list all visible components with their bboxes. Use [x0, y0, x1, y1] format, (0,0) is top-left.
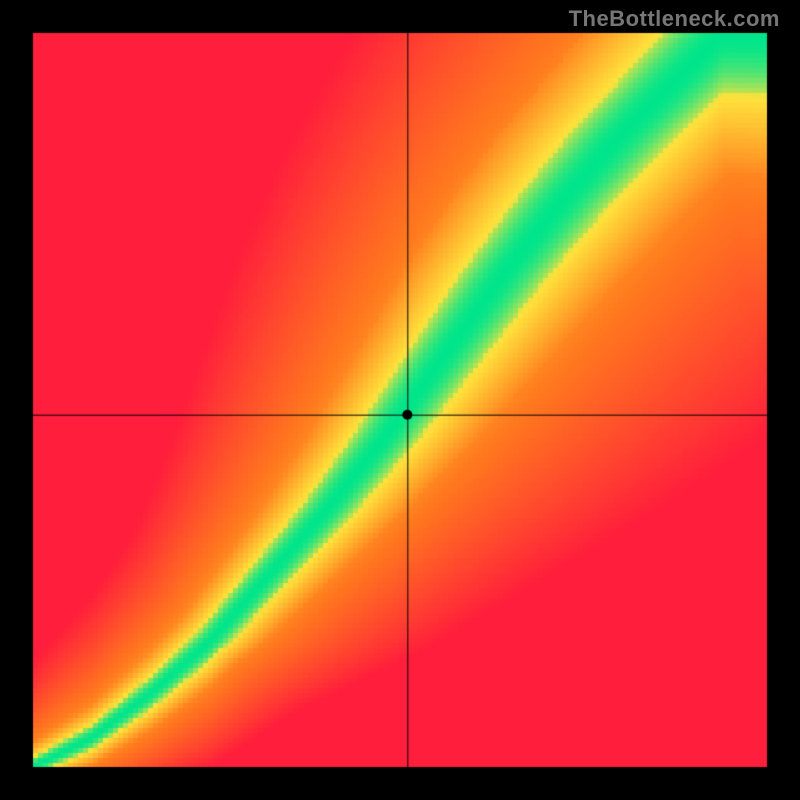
bottleneck-heatmap [0, 0, 800, 800]
chart-container: TheBottleneck.com [0, 0, 800, 800]
